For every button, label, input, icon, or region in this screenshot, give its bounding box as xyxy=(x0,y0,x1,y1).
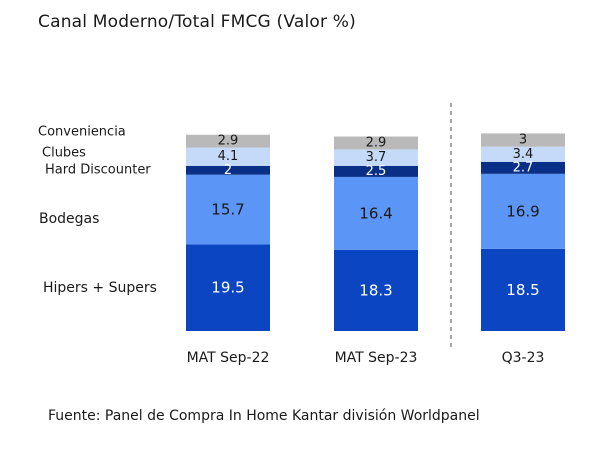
data-label-hard-discounter-mat-sep-23: 2.5 xyxy=(366,164,387,179)
bar-segment-hard-discounter-mat-sep-23 xyxy=(334,165,418,177)
bar-segment-hard-discounter-q3-23 xyxy=(481,161,565,174)
bar-segment-hard-discounter-mat-sep-22 xyxy=(186,165,270,175)
data-label-clubes-mat-sep-22: 4.1 xyxy=(218,149,239,164)
bar-segment-clubes-mat-sep-22 xyxy=(186,147,270,166)
bar-segment-hipers-supers-mat-sep-23 xyxy=(334,249,418,331)
series-label-conveniencia: Conveniencia xyxy=(38,125,126,140)
series-label-bodegas: Bodegas xyxy=(39,211,99,227)
bar-segment-clubes-mat-sep-23 xyxy=(334,149,418,166)
data-label-clubes-q3-23: 3.4 xyxy=(513,147,534,162)
data-label-hard-discounter-q3-23: 2.7 xyxy=(513,160,534,175)
series-label-hard-discounter: Hard Discounter xyxy=(45,163,151,178)
bar-segment-conveniencia-mat-sep-23 xyxy=(334,136,418,150)
data-label-clubes-mat-sep-23: 3.7 xyxy=(366,150,387,165)
series-label-clubes: Clubes xyxy=(42,146,86,161)
data-label-hipers-supers-mat-sep-22: 19.5 xyxy=(211,279,244,297)
x-category-label-mat-sep-23: MAT Sep-23 xyxy=(335,350,418,366)
data-label-bodegas-mat-sep-23: 16.4 xyxy=(359,204,392,222)
bar-segment-conveniencia-mat-sep-22 xyxy=(186,134,270,148)
bar-segment-bodegas-mat-sep-23 xyxy=(334,176,418,250)
series-label-hipers-supers: Hipers + Supers xyxy=(43,280,157,296)
bar-segment-clubes-q3-23 xyxy=(481,146,565,162)
data-label-hipers-supers-q3-23: 18.5 xyxy=(506,281,539,299)
data-label-conveniencia-mat-sep-22: 2.9 xyxy=(218,134,239,149)
source-note: Fuente: Panel de Compra In Home Kantar d… xyxy=(48,408,480,424)
data-label-bodegas-mat-sep-22: 15.7 xyxy=(211,201,244,219)
x-category-label-mat-sep-22: MAT Sep-22 xyxy=(187,350,270,366)
bar-segment-conveniencia-q3-23 xyxy=(481,133,565,147)
x-category-label-q3-23: Q3-23 xyxy=(502,350,545,366)
bar-segment-hipers-supers-mat-sep-22 xyxy=(186,244,270,331)
data-label-bodegas-q3-23: 16.9 xyxy=(506,202,539,220)
bar-segment-bodegas-mat-sep-22 xyxy=(186,174,270,245)
data-label-hipers-supers-mat-sep-23: 18.3 xyxy=(359,281,392,299)
bar-segment-bodegas-q3-23 xyxy=(481,173,565,249)
chart-title: Canal Moderno/Total FMCG (Valor %) xyxy=(38,12,356,32)
data-label-conveniencia-q3-23: 3 xyxy=(519,133,527,148)
bar-segment-hipers-supers-q3-23 xyxy=(481,248,565,331)
data-label-hard-discounter-mat-sep-22: 2 xyxy=(224,163,232,178)
data-label-conveniencia-mat-sep-23: 2.9 xyxy=(366,135,387,150)
